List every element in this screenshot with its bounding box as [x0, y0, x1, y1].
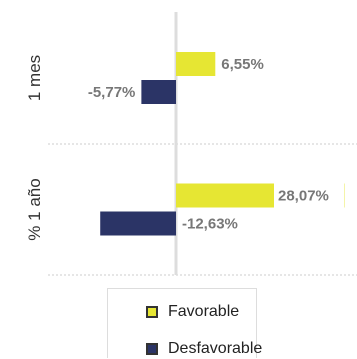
category-label: % 1 año: [25, 178, 44, 240]
bar-chart: 6,55% -5,77% 28,07% -12,63% 1 mes % 1 año: [25, 12, 357, 276]
bar-favorable-0[interactable]: [176, 52, 216, 76]
legend-swatch-favorable: [146, 306, 158, 318]
bar-desfavorable-1[interactable]: [100, 211, 176, 236]
bar-desfavorable-0[interactable]: [141, 80, 176, 104]
chart-data-labels: 6,55% -5,77% 28,07% -12,63%: [88, 56, 329, 233]
data-label-desfavorable-0: -5,77%: [88, 84, 136, 101]
legend-item-favorable[interactable]: Favorable: [146, 302, 239, 322]
legend-swatch-desfavorable: [146, 343, 158, 355]
chart-category-labels: 1 mes % 1 año: [25, 55, 44, 241]
data-label-favorable-1: 28,07%: [278, 188, 329, 205]
category-label: 1 mes: [25, 55, 44, 101]
chart-grid: [48, 143, 357, 276]
legend-item-desfavorable[interactable]: Desfavorable: [146, 339, 262, 359]
chart-legend: Favorable Desfavorable: [107, 288, 262, 358]
data-label-background: [274, 182, 344, 209]
data-label-desfavorable-1: -12,63%: [182, 216, 238, 233]
legend-label-favorable: Favorable: [168, 303, 240, 320]
data-label-favorable-0: 6,55%: [221, 56, 264, 73]
chart-bars: [100, 52, 345, 236]
legend-label-desfavorable: Desfavorable: [168, 340, 263, 357]
